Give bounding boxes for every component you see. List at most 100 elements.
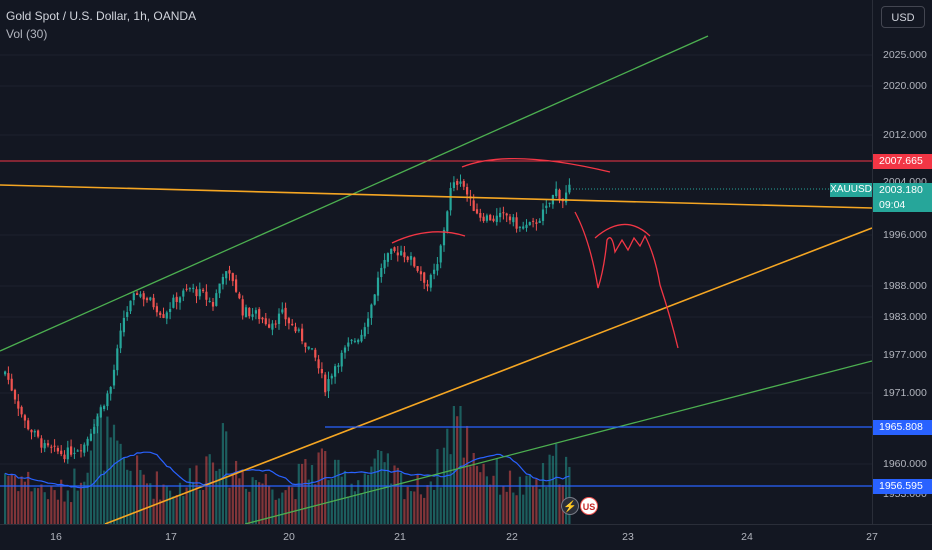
candle-body — [383, 259, 386, 269]
time-label: 20 — [283, 531, 295, 543]
us-flag-icon[interactable]: US — [580, 497, 598, 515]
candle-body — [231, 273, 234, 282]
candle-body — [165, 312, 168, 319]
candle-body — [291, 323, 294, 326]
candle-body — [489, 214, 492, 221]
volume-bar — [475, 466, 479, 524]
time-axis[interactable]: 16 17 20 21 22 23 24 27 — [0, 524, 932, 550]
candle-body — [205, 291, 208, 300]
candle-body — [53, 445, 56, 447]
volume-bar — [83, 481, 86, 524]
chart-canvas[interactable] — [0, 0, 872, 524]
time-label: 17 — [165, 531, 177, 543]
volume-bar — [103, 470, 106, 524]
candle-body — [429, 274, 432, 288]
volume-bar — [228, 487, 231, 524]
candle-body — [83, 444, 86, 453]
volume-indicator-label[interactable]: Vol (30) — [6, 27, 48, 41]
volume-bar — [129, 470, 132, 524]
candle-body — [152, 297, 155, 308]
candle-body — [466, 187, 469, 195]
volume-bar — [485, 476, 488, 524]
candle-body — [479, 213, 482, 218]
candle-body — [40, 438, 43, 448]
candle-body — [254, 310, 257, 314]
volume-bar — [79, 482, 83, 524]
volume-bar — [86, 472, 89, 524]
volume-bar — [472, 452, 475, 524]
price-tick: 1983.000 — [883, 311, 927, 323]
volume-bar — [555, 443, 558, 524]
candle-body — [456, 180, 459, 185]
candle-body — [297, 329, 300, 331]
candle-body — [60, 450, 63, 455]
candle-body — [324, 374, 327, 393]
flash-icon[interactable]: ⚡ — [561, 497, 579, 515]
volume-bar — [406, 486, 409, 524]
candle-body — [238, 293, 241, 299]
volume-bar — [390, 483, 393, 524]
volume-bar — [307, 479, 310, 524]
candle-body — [373, 294, 376, 305]
volume-bar — [538, 489, 541, 524]
candle-body — [86, 438, 89, 446]
chart-area[interactable]: Gold Spot / U.S. Dollar, 1h, OANDA Vol (… — [0, 0, 872, 524]
candle-body — [446, 211, 449, 232]
volume-bar — [357, 480, 360, 524]
volume-bar — [466, 425, 469, 524]
volume-bar — [370, 466, 373, 524]
candle-body — [555, 188, 558, 197]
volume-bar — [294, 499, 297, 524]
volume-bar — [413, 491, 416, 524]
volume-bar — [50, 486, 53, 524]
price-tick: 2012.000 — [883, 129, 927, 141]
candle-body — [244, 307, 248, 318]
candle-body — [112, 369, 116, 386]
candle-body — [515, 217, 518, 229]
volume-bar — [89, 450, 92, 524]
price-tick: 1960.000 — [883, 458, 927, 470]
candle-body — [172, 297, 175, 308]
candle-body — [202, 289, 205, 292]
freehand-arc-left — [391, 231, 466, 244]
candle-body — [459, 181, 462, 184]
volume-bar — [360, 493, 363, 524]
currency-button[interactable]: USD — [881, 6, 925, 28]
candle-body — [380, 267, 383, 278]
price-axis[interactable]: USD 2025.000 2020.000 2012.000 2004.000 … — [872, 0, 932, 524]
candle-body — [228, 270, 231, 274]
volume-bar — [317, 452, 320, 524]
candle-body — [17, 401, 20, 409]
candle-body — [442, 229, 446, 246]
volume-bar — [235, 460, 238, 524]
candle-body — [99, 407, 102, 418]
volume-bar — [116, 440, 119, 524]
candle-body — [301, 328, 304, 342]
volume-bar — [347, 496, 350, 524]
candles — [4, 174, 571, 464]
candle-body — [10, 378, 13, 391]
candle-body — [56, 447, 59, 452]
volume-bar — [479, 472, 482, 524]
candle-body — [307, 346, 310, 349]
candle-body — [386, 253, 389, 262]
volume-bar — [310, 465, 314, 524]
candle-body — [433, 269, 436, 274]
time-label: 16 — [50, 531, 62, 543]
volume-bar — [4, 473, 7, 524]
candle-body — [13, 389, 17, 400]
candle-body — [126, 312, 129, 317]
time-label: 22 — [506, 531, 518, 543]
volume-bar — [373, 458, 376, 524]
candle-body — [482, 216, 485, 221]
symbol-title[interactable]: Gold Spot / U.S. Dollar, 1h, OANDA — [6, 9, 197, 23]
volume-bar — [449, 454, 452, 524]
candle-body — [370, 304, 373, 318]
candle-body — [142, 293, 145, 300]
candle-body — [192, 287, 195, 289]
volume-bar — [271, 489, 274, 524]
volume-bar — [10, 473, 13, 524]
freehand-projection-path — [574, 211, 679, 349]
volume-bar — [43, 492, 46, 524]
candle-body — [195, 289, 198, 297]
